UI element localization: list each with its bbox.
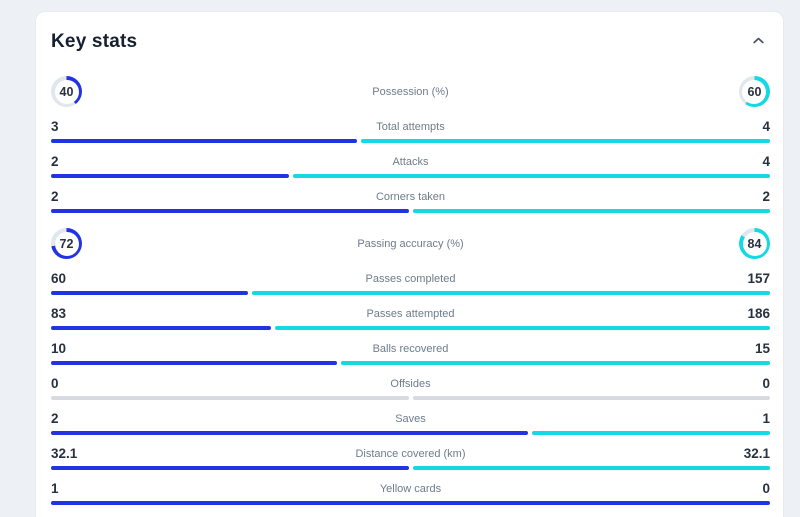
stat-row-header: 10 Balls recovered 15 [51,340,770,357]
home-value: 10 [51,341,67,356]
away-donut-gauge: 60 [738,76,770,107]
away-bar-segment [412,209,770,213]
away-bar-segment [412,466,770,470]
stat-row: 3 Total attempts 4 [51,115,770,150]
away-bar-segment [361,139,770,143]
away-donut-gauge: 84 [739,228,770,259]
away-bar-segment [412,396,770,400]
stat-row: 1 Yellow cards 0 [51,477,770,512]
home-value: 0 [51,376,59,391]
home-value: 2 [51,154,59,169]
home-value: 32.1 [51,446,78,461]
away-value: 186 [747,306,770,321]
stat-row: 0 Red cards 0 [51,512,770,517]
home-value: 1 [51,481,59,496]
home-bar-segment [51,361,337,365]
comparison-bar [51,209,770,213]
home-value: 2 [51,411,59,426]
home-bar-segment [51,326,271,330]
collapse-button[interactable] [747,33,770,48]
stat-row-header: 1 Yellow cards 0 [51,480,770,497]
comparison-bar [51,326,770,330]
home-bar-segment [51,139,358,143]
away-value: 0 [762,376,770,391]
stat-row: 2 Corners taken 2 [51,185,770,220]
home-value: 60 [51,271,67,286]
home-value: 2 [51,189,59,204]
away-value: 4 [762,154,770,169]
stat-row-header: 32.1 Distance covered (km) 32.1 [51,445,770,462]
away-value: 15 [754,341,770,356]
stat-row-header: 0 Offsides 0 [51,375,770,392]
stat-row: 32.1 Distance covered (km) 32.1 [51,442,770,477]
stat-row: 83 Passes attempted 186 [51,302,770,337]
stat-label: Yellow cards [379,482,442,495]
stat-row-header: 2 Saves 1 [51,410,770,427]
card-title: Key stats [51,31,138,52]
stat-label: Corners taken [375,190,446,203]
comparison-bar [51,291,770,295]
stat-label: Saves [395,412,426,425]
comparison-bar [51,501,770,505]
home-donut-gauge: 72 [51,228,82,259]
away-bar-segment [274,326,770,330]
stat-label: Possession (%) [372,85,449,98]
card-header: Key stats [51,31,770,57]
away-value: 0 [762,481,770,496]
stat-row: 2 Attacks 4 [51,150,770,185]
away-value: 60 [742,79,767,104]
key-stats-card: Key stats 40 Possession (%) 60 3 Total a… [35,11,784,517]
away-value: 157 [747,271,770,286]
away-value: 2 [762,189,770,204]
home-bar-segment [51,174,289,178]
home-donut-gauge: 40 [51,76,82,107]
comparison-bar [51,139,770,143]
stat-row-header: 2 Corners taken 2 [51,188,770,205]
stat-row-header: 83 Passes attempted 186 [51,305,770,322]
home-value: 83 [51,306,67,321]
home-bar-segment [51,501,770,505]
away-value: 84 [742,231,767,256]
stat-label: Distance covered (km) [355,447,466,460]
comparison-bar [51,466,770,470]
stat-row-header: 60 Passes completed 157 [51,270,770,287]
away-bar-segment [251,291,770,295]
stat-row-donut: 72 Passing accuracy (%) 84 [51,220,770,267]
away-value: 1 [762,411,770,426]
away-value: 32.1 [743,446,770,461]
stat-label: Passes completed [365,272,456,285]
stat-label: Attacks [392,155,429,168]
stat-row-header: 2 Attacks 4 [51,153,770,170]
comparison-bar [51,174,770,178]
home-bar-segment [51,466,409,470]
home-bar-segment [51,396,409,400]
home-bar-segment [51,291,248,295]
stat-row: 10 Balls recovered 15 [51,337,770,372]
comparison-bar [51,431,770,435]
away-bar-segment [532,431,770,435]
home-bar-segment [51,209,409,213]
stat-label: Balls recovered [372,342,449,355]
home-value: 72 [54,231,79,256]
stat-label: Passes attempted [366,307,455,320]
comparison-bar [51,396,770,400]
away-bar-segment [292,174,770,178]
stat-row: 0 Offsides 0 [51,372,770,407]
stat-row-donut: 40 Possession (%) 60 [51,68,770,115]
away-value: 4 [762,119,770,134]
stat-label: Passing accuracy (%) [357,237,464,250]
away-bar-segment [340,361,770,365]
stat-label: Offsides [390,377,431,390]
stat-row-header: 3 Total attempts 4 [51,118,770,135]
stat-row: 60 Passes completed 157 [51,267,770,302]
stat-row: 2 Saves 1 [51,407,770,442]
home-value: 40 [54,79,79,104]
comparison-bar [51,361,770,365]
home-value: 3 [51,119,59,134]
home-bar-segment [51,431,529,435]
chevron-up-icon [753,32,764,47]
stats-list: 40 Possession (%) 60 3 Total attempts 4 … [51,68,770,517]
stat-label: Total attempts [376,120,445,133]
